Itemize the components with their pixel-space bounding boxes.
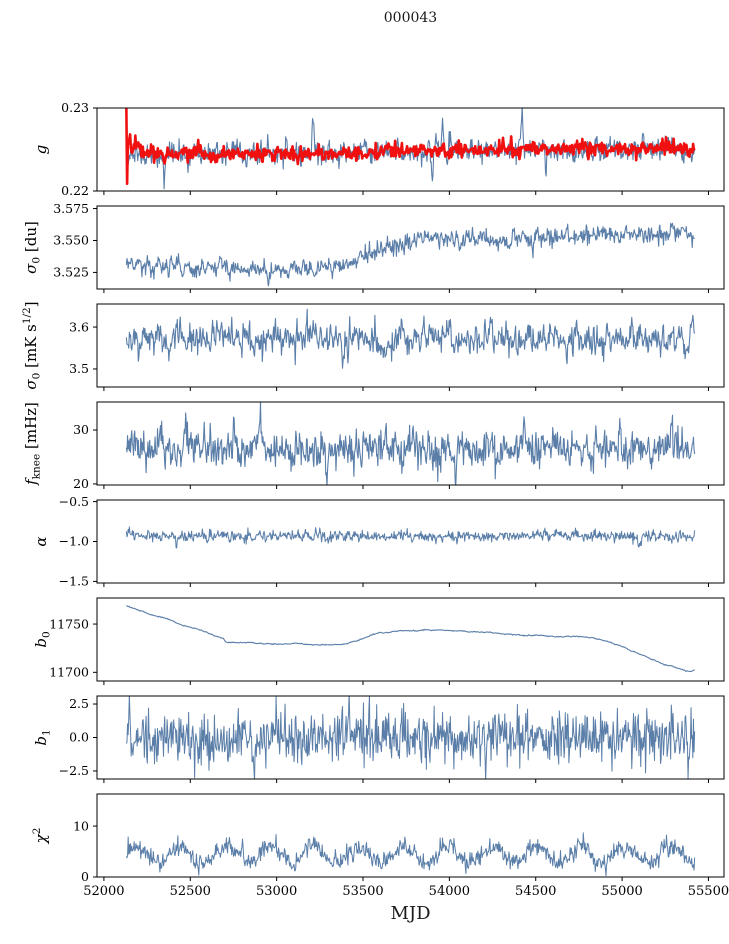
- y-tick-label: 0: [81, 869, 89, 884]
- y-tick-label: 11750: [49, 616, 89, 631]
- series-gain-raw: [125, 108, 696, 190]
- y-axis-label-fknee: fknee [mHz]: [22, 402, 43, 486]
- panel-sigma0-mks: 3.6 3.5 σ0 [mK s1/2]: [21, 301, 725, 391]
- y-tick-label: 0.22: [61, 183, 89, 198]
- y-axis-label-alpha: α: [32, 536, 50, 546]
- series-alpha: [125, 526, 696, 549]
- x-tick-label: 54500: [515, 884, 556, 899]
- panel-frame: [96, 597, 725, 682]
- y-axis-label-g: g: [32, 145, 50, 155]
- panel-alpha: −0.5 −1.0 −1.5 α: [32, 494, 725, 589]
- x-tick-label: 52500: [170, 884, 211, 899]
- x-tick-label: 53500: [342, 884, 383, 899]
- y-tick-label: −1.5: [59, 574, 89, 589]
- panel-frame: [96, 303, 725, 388]
- y-axis-label-sigma0-du: σ0 [du]: [22, 221, 43, 274]
- panel-frame: [96, 205, 725, 290]
- panel-ticks: [93, 825, 709, 881]
- y-tick-label: 3.550: [53, 233, 89, 248]
- y-axis-label-b0: b0: [32, 631, 53, 647]
- panel-ticks: [93, 501, 709, 587]
- x-axis-label: MJD: [390, 903, 431, 924]
- y-axis-label-sigma0-mks: σ0 [mK s1/2]: [21, 301, 43, 389]
- y-tick-label: 3.5: [69, 361, 89, 376]
- series-b1: [125, 696, 696, 779]
- y-tick-label: 10: [73, 818, 89, 833]
- panel-ticks: [93, 703, 709, 783]
- panel-sigma0-du: 3.575 3.550 3.525 σ0 [du]: [22, 201, 725, 293]
- y-tick-label: −1.0: [59, 534, 89, 549]
- x-tick-label: 55000: [601, 884, 642, 899]
- y-tick-label: 2.5: [69, 696, 89, 711]
- figure-title: 000043: [383, 10, 438, 26]
- x-tick-label: 52000: [83, 884, 124, 899]
- panel-ticks: [93, 623, 709, 685]
- series-b0: [126, 605, 695, 673]
- series-chi2: [125, 832, 696, 877]
- x-tick-label: 53000: [256, 884, 297, 899]
- y-axis-label-chi2: χ2: [31, 828, 50, 845]
- y-tick-label: 3.575: [53, 201, 89, 216]
- y-tick-label: −2.5: [59, 763, 89, 778]
- y-tick-label: 3.525: [53, 265, 89, 280]
- y-tick-label: 11700: [49, 665, 89, 680]
- panel-frame: [96, 401, 725, 486]
- y-tick-label: 20: [73, 476, 89, 491]
- panel-b1: 2.5 0.0 −2.5 b1: [32, 695, 725, 783]
- series-fknee: [125, 402, 696, 485]
- y-tick-label: 0.0: [69, 730, 89, 745]
- x-tick-label: 55500: [688, 884, 729, 899]
- series-sigma0-mks: [125, 308, 696, 369]
- panel-frame: [96, 499, 725, 584]
- panel-fknee: 30 20 fknee [mHz]: [22, 401, 725, 491]
- y-axis-label-b1: b1: [32, 729, 53, 745]
- series-gain-smooth: [125, 108, 696, 185]
- panel-ticks: [93, 429, 709, 489]
- panel-ticks: [93, 208, 709, 293]
- x-tick-labels: 52000 52500 53000 53500 54000 54500 55000 55500: [83, 884, 729, 899]
- y-tick-label: 0.23: [61, 100, 89, 115]
- y-tick-label: 30: [73, 422, 89, 437]
- panel-b0: 11750 11700 b0: [32, 597, 725, 685]
- panel-frame: [96, 793, 725, 878]
- panel-ticks: [93, 107, 709, 195]
- y-tick-label: 3.6: [69, 319, 89, 334]
- x-tick-label: 54000: [429, 884, 470, 899]
- y-tick-label: −0.5: [59, 494, 89, 509]
- panel-frame: [96, 107, 725, 192]
- panel-ticks: [93, 326, 709, 391]
- panel-chi2: 10 0 χ2: [31, 793, 725, 884]
- series-sigma0-du: [125, 222, 695, 287]
- panel-g: 0.23 0.22 g: [32, 100, 725, 198]
